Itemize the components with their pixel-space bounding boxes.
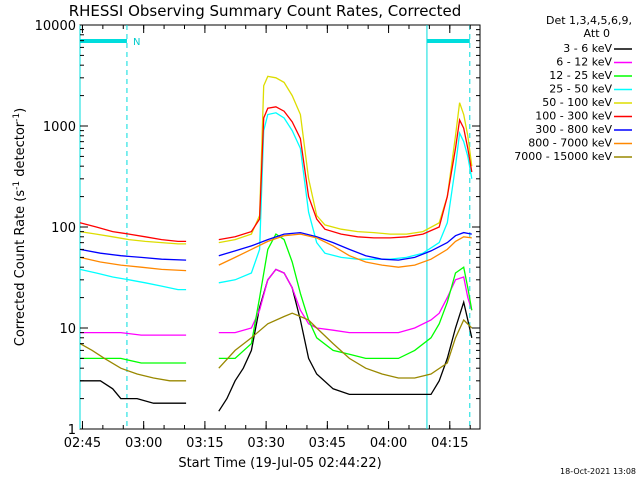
series-line-3-seg1	[218, 112, 473, 284]
series-line-2-seg0	[80, 357, 187, 364]
series-line-8-seg1	[218, 312, 473, 379]
series-line-6-seg0	[79, 248, 187, 261]
y-tick-label: 100	[51, 221, 76, 236]
series-line-4-seg1	[218, 75, 473, 244]
legend-label: 800 - 7000 keV	[528, 137, 612, 150]
legend-label: 300 - 800 keV	[535, 123, 612, 136]
x-tick-label: 03:30	[247, 436, 284, 451]
series-line-2-seg1	[218, 233, 473, 360]
legend-label: 7000 - 15000 keV	[514, 150, 612, 163]
y-tick-label: 10000	[35, 19, 76, 34]
series-line-7-seg0	[79, 256, 187, 272]
y-tick-label: 10	[59, 322, 76, 337]
y-tick-label: 1	[68, 423, 76, 438]
attenuator-markers	[79, 25, 471, 429]
legend-label: 6 - 12 keV	[556, 56, 612, 69]
series-line-3-seg0	[79, 268, 187, 291]
legend-label: 3 - 6 keV	[563, 42, 612, 55]
y-axis-label-sup2: -1	[12, 113, 22, 122]
x-tick-label: 03:15	[186, 436, 223, 451]
footer-timestamp: 18-Oct-2021 13:08	[560, 467, 636, 476]
x-tick-label: 02:45	[64, 436, 101, 451]
series-layer	[79, 75, 473, 412]
series-line-6-seg1	[218, 231, 472, 261]
legend-header-line1: Det 1,3,4,5,6,9,	[546, 14, 632, 27]
series-line-4-seg0	[79, 230, 187, 245]
x-axis-label: Start Time (19-Jul-05 02:44:22)	[178, 456, 381, 471]
y-axis-label-mid: detector	[13, 121, 28, 181]
y-tick-label: 1000	[43, 120, 76, 135]
legend-header-line2: Att 0	[584, 27, 610, 40]
legend-label: 50 - 100 keV	[542, 96, 612, 109]
series-line-1-seg0	[80, 331, 187, 336]
y-axis-label: Corrected Count Rate (s-1 detector-1)	[12, 108, 28, 346]
series-line-8-seg0	[79, 343, 187, 382]
plot-area: N	[79, 24, 481, 430]
legend-label: 25 - 50 keV	[549, 83, 612, 96]
x-tick-label: 04:15	[431, 436, 468, 451]
chart-title: RHESSI Observing Summary Count Rates, Co…	[69, 2, 462, 20]
y-axis-label-sup1: -1	[12, 181, 22, 190]
x-tick-label: 03:00	[125, 436, 162, 451]
legend-label: 100 - 300 keV	[535, 110, 612, 123]
x-tick-label: 04:00	[370, 436, 407, 451]
x-tick-label: 03:45	[309, 436, 346, 451]
series-line-7-seg1	[218, 233, 472, 268]
series-line-5-seg1	[218, 106, 473, 241]
series-line-0-seg1	[218, 268, 473, 412]
y-axis: 1 10 100 1000 10000	[35, 19, 480, 438]
plot-frame	[79, 24, 481, 430]
series-line-0-seg0	[80, 380, 187, 404]
series-line-5-seg0	[79, 222, 187, 243]
y-axis-label-end: )	[13, 108, 28, 113]
night-marker-label: N	[133, 37, 140, 48]
series-line-1-seg1	[218, 268, 473, 334]
x-axis: 02:45 03:00 03:15 03:30 03:45 04:00 04:15	[64, 25, 471, 451]
y-axis-label-main: Corrected Count Rate (s	[13, 190, 28, 347]
legend-label: 12 - 25 keV	[549, 69, 612, 82]
